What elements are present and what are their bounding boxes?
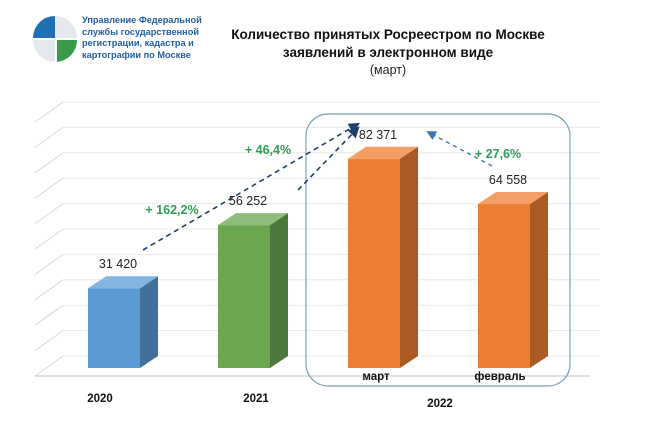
bar-2021 <box>218 225 270 368</box>
growth-annotation: + 27,6% <box>475 147 521 161</box>
bar-side-2020 <box>140 276 158 368</box>
growth-annotation: + 46,4% <box>245 143 291 157</box>
title-line: Количество принятых Росреестром по Москв… <box>231 27 545 42</box>
bar-top-2020 <box>88 276 158 289</box>
gridline-depth <box>34 228 64 250</box>
x-tick-label: март <box>362 371 390 383</box>
bar-side-март <box>400 146 418 368</box>
x-tick-label: 2022 <box>427 398 453 410</box>
gridline-depth <box>34 101 64 123</box>
bar-март <box>348 158 400 368</box>
gridline-depth <box>34 330 64 352</box>
gridline-depth <box>34 126 64 148</box>
bar-top-март <box>348 146 418 159</box>
gridline-depth <box>34 253 64 275</box>
bar-2020 <box>88 288 140 368</box>
gridline-depth <box>34 355 64 377</box>
org-name-line: службы государственной <box>82 26 199 37</box>
org-name-line: Управление Федеральной <box>82 15 202 25</box>
page-title: Количество принятых Росреестром по Москв… <box>196 26 580 62</box>
group-frame-2022 <box>305 113 571 387</box>
x-tick-label: 2021 <box>243 393 269 405</box>
org-name: Управление Федеральной службы государств… <box>82 15 212 61</box>
org-name-line: регистрации, кадастра и <box>82 38 194 48</box>
gridline-depth <box>34 304 64 326</box>
x-tick-label: 2020 <box>87 393 113 405</box>
x-tick-label: февраль <box>474 371 525 383</box>
gridline-depth <box>34 203 64 225</box>
data-label: 31 420 <box>99 257 137 271</box>
title-line: заявлений в электронном виде <box>282 45 494 60</box>
bar-top-февраль <box>478 192 548 205</box>
gridline-depth <box>34 177 64 199</box>
gridline-depth <box>34 152 64 174</box>
page-subtitle: (март) <box>369 63 407 77</box>
bar-февраль <box>478 204 530 368</box>
bar-side-2021 <box>270 213 288 368</box>
data-label: 56 252 <box>229 194 267 208</box>
data-label: 82 371 <box>359 128 397 142</box>
header: Управление Федеральной службы государств… <box>0 0 650 90</box>
rosreestr-logo-icon <box>33 16 78 62</box>
org-name-line: картографии по Москве <box>82 49 191 60</box>
data-label: 64 558 <box>489 173 527 187</box>
gridline-depth <box>34 279 64 301</box>
bar-top-2021 <box>218 213 288 226</box>
bar-side-февраль <box>530 192 548 368</box>
growth-arrow-2020 <box>142 122 360 251</box>
growth-annotation: + 162,2% <box>145 203 198 217</box>
